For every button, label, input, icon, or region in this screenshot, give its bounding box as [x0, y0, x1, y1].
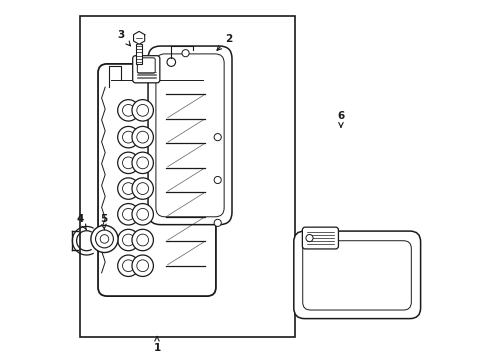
- Circle shape: [118, 229, 139, 251]
- Circle shape: [122, 260, 134, 272]
- Circle shape: [100, 235, 108, 243]
- Text: 3: 3: [118, 30, 130, 46]
- Circle shape: [132, 152, 153, 174]
- Circle shape: [118, 100, 139, 121]
- Circle shape: [132, 229, 153, 251]
- Circle shape: [122, 131, 134, 143]
- Polygon shape: [305, 244, 408, 303]
- Circle shape: [166, 58, 175, 66]
- Circle shape: [137, 234, 148, 246]
- Text: 1: 1: [153, 337, 160, 353]
- Circle shape: [132, 203, 153, 225]
- FancyBboxPatch shape: [98, 64, 216, 296]
- Circle shape: [137, 260, 148, 272]
- Circle shape: [137, 131, 148, 143]
- Circle shape: [214, 219, 221, 226]
- Text: 6: 6: [337, 111, 344, 127]
- Circle shape: [137, 183, 148, 194]
- Circle shape: [137, 208, 148, 220]
- Text: 2: 2: [217, 34, 232, 50]
- Text: 4: 4: [76, 214, 86, 230]
- FancyBboxPatch shape: [156, 54, 224, 217]
- Circle shape: [137, 104, 148, 116]
- FancyBboxPatch shape: [302, 227, 338, 249]
- Circle shape: [118, 203, 139, 225]
- Circle shape: [182, 50, 189, 57]
- Circle shape: [118, 178, 139, 199]
- Circle shape: [214, 176, 221, 184]
- Circle shape: [122, 234, 134, 246]
- Circle shape: [137, 157, 148, 169]
- Circle shape: [305, 234, 312, 242]
- Circle shape: [95, 230, 113, 248]
- Circle shape: [132, 126, 153, 148]
- Circle shape: [122, 104, 134, 116]
- Text: 5: 5: [100, 214, 107, 230]
- Circle shape: [122, 157, 134, 169]
- Circle shape: [132, 100, 153, 121]
- Circle shape: [91, 225, 118, 252]
- Polygon shape: [133, 31, 144, 44]
- Circle shape: [132, 255, 153, 276]
- Circle shape: [118, 152, 139, 174]
- Bar: [80, 16, 294, 337]
- Circle shape: [214, 134, 221, 141]
- FancyBboxPatch shape: [137, 58, 155, 73]
- Circle shape: [132, 178, 153, 199]
- Bar: [136, 44, 142, 64]
- Circle shape: [118, 255, 139, 276]
- Circle shape: [122, 183, 134, 194]
- Circle shape: [122, 208, 134, 220]
- FancyBboxPatch shape: [148, 46, 231, 225]
- FancyBboxPatch shape: [293, 231, 420, 319]
- Circle shape: [118, 126, 139, 148]
- FancyBboxPatch shape: [132, 56, 160, 83]
- FancyBboxPatch shape: [302, 241, 410, 310]
